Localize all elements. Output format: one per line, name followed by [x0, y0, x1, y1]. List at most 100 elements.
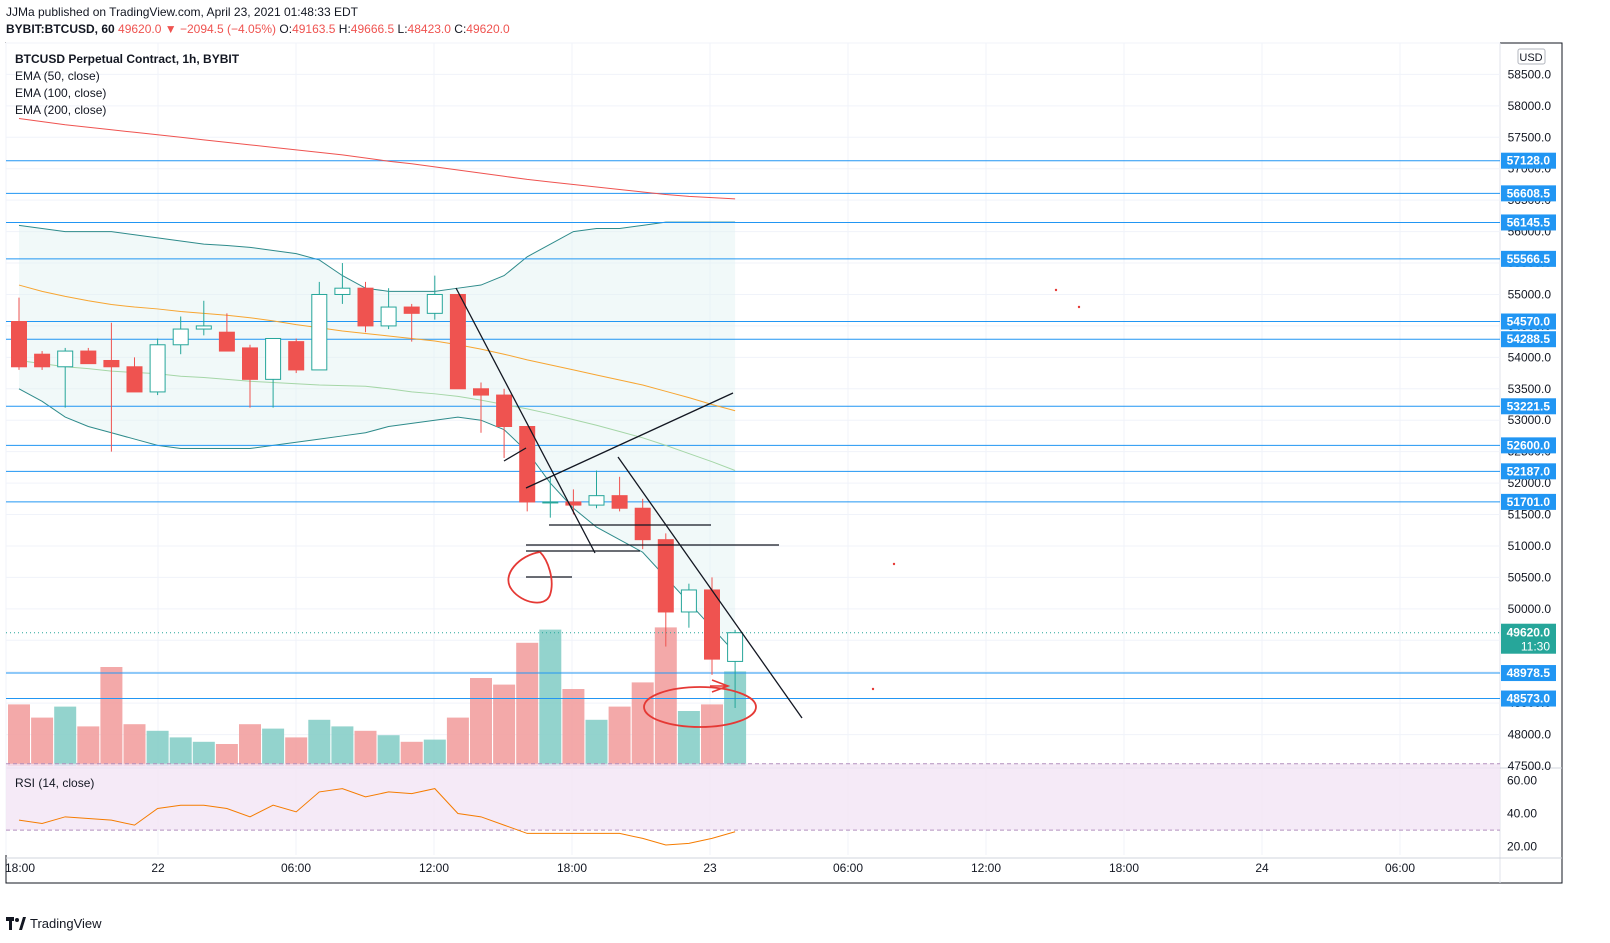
volume-bar: [631, 682, 654, 766]
level-tag: [1501, 463, 1556, 480]
candle-body: [403, 306, 420, 314]
candle-body: [242, 347, 258, 380]
time-tick-label: 06:00: [833, 861, 863, 875]
candle-body: [704, 589, 720, 660]
volume-bar: [354, 730, 377, 766]
candle-body: [657, 539, 674, 613]
volume-bar: [516, 642, 539, 766]
candle-body: [680, 589, 697, 613]
candles: [11, 263, 744, 708]
low-value: 48423.0: [407, 22, 451, 36]
countdown-label: 11:30: [1521, 640, 1550, 654]
annotation-ellipse: [643, 686, 757, 728]
candle-body: [542, 501, 559, 504]
level-tag: [1501, 214, 1556, 231]
candle-body: [565, 501, 582, 506]
price-tick-label: 51500.0: [1508, 508, 1552, 522]
candle-body: [172, 328, 189, 346]
price-tick-label: 50000.0: [1508, 602, 1552, 616]
open-value: 49163.5: [292, 22, 336, 36]
price-tick-label: 51000.0: [1508, 539, 1552, 553]
level-tag: [1501, 398, 1556, 415]
volume-bar: [331, 726, 354, 766]
candle-body: [218, 331, 235, 352]
candle-body: [357, 287, 374, 327]
bollinger-band: [18, 221, 736, 654]
volume-bar: [100, 667, 123, 766]
volume-bar: [446, 717, 469, 766]
price-tick-label: 55000.0: [1508, 287, 1552, 301]
time-axis: 18:00 22 06:00 12:00 18:00 23 06:00 12:00 18:00 2…: [5, 861, 1415, 875]
candle-body: [380, 306, 397, 327]
volume-bar: [585, 719, 608, 766]
volume-bar: [724, 671, 747, 766]
volume-bar: [400, 741, 423, 766]
currency-badge: [1517, 48, 1546, 65]
level-tag: [1501, 690, 1556, 707]
volume-bar: [215, 744, 238, 766]
candle-body: [149, 344, 166, 393]
candle-body: [57, 350, 74, 368]
volume-bar: [77, 726, 100, 766]
trendline-drawings: [455, 287, 1081, 728]
volume-bar: [8, 704, 30, 766]
horizontal-levels: [6, 160, 1500, 700]
level-tag-label: 53221.5: [1507, 399, 1551, 413]
candle-body: [611, 495, 628, 509]
annotation-arrow: [710, 679, 731, 693]
volume-bar: [677, 711, 700, 766]
level-tag-label: 48978.5: [1507, 666, 1551, 680]
volume-bar: [562, 689, 585, 766]
volume-bar: [654, 627, 677, 766]
footer-brand[interactable]: TradingView: [6, 916, 102, 931]
price-tick-label: 47500.0: [1508, 759, 1552, 773]
last-price-tag: [1501, 623, 1556, 654]
level-tag: [1501, 331, 1556, 348]
change-value: ▼ −2094.5 (−4.05%): [164, 22, 277, 36]
volume-bars: [8, 627, 747, 766]
rsi-pane: 60.00 40.00 20.00: [6, 763, 1537, 854]
close-value: 49620.0: [466, 22, 510, 36]
level-tag-label: 52187.0: [1507, 464, 1551, 478]
volume-bar: [192, 741, 215, 766]
level-tag: [1501, 313, 1556, 330]
candle-body: [473, 388, 489, 396]
annotation-circle: [507, 551, 553, 604]
volume-bar: [54, 706, 77, 766]
ema100-line: [18, 284, 736, 412]
price-tick-label: 52000.0: [1508, 476, 1552, 490]
trend-line: [503, 447, 527, 462]
open-label: O:: [279, 22, 293, 36]
candle-body: [634, 507, 651, 541]
ohlc-line: BYBIT:BTCUSD, 60 49620.0 ▼ −2094.5 (−4.0…: [6, 22, 510, 36]
candle-body: [588, 495, 605, 506]
legend-ema200: EMA (200, close): [15, 103, 107, 117]
legend-ema100: EMA (100, close): [15, 86, 107, 100]
level-tag-label: 56145.5: [1507, 215, 1551, 229]
volume-bar: [470, 678, 492, 766]
rsi-line: [18, 788, 736, 846]
candle-body: [80, 350, 97, 365]
level-tag: [1501, 152, 1556, 169]
level-tag-label: 54570.0: [1507, 315, 1551, 329]
volume-bar: [608, 706, 631, 766]
level-tag-label: 51701.0: [1507, 495, 1551, 509]
level-tag-label: 54288.5: [1507, 332, 1551, 346]
rsi-tick-label: 60.00: [1507, 773, 1537, 787]
time-tick-label: 12:00: [971, 861, 1001, 875]
close-label: C:: [454, 22, 467, 36]
time-tick-label: 18:00: [557, 861, 587, 875]
level-tag-label: 57128.0: [1507, 154, 1551, 168]
grid: [5, 42, 1563, 884]
price-tick-label: 54000.0: [1508, 350, 1552, 364]
volume-bar: [377, 735, 400, 766]
price-tick-label: 57500.0: [1508, 130, 1552, 144]
candle-body: [103, 359, 120, 368]
time-tick-label: 24: [1255, 861, 1269, 875]
level-tag: [1501, 437, 1556, 454]
level-tag-label: 52600.0: [1507, 438, 1551, 452]
volume-bar: [262, 728, 285, 766]
candle-body: [11, 321, 27, 368]
candle-body: [195, 325, 212, 330]
